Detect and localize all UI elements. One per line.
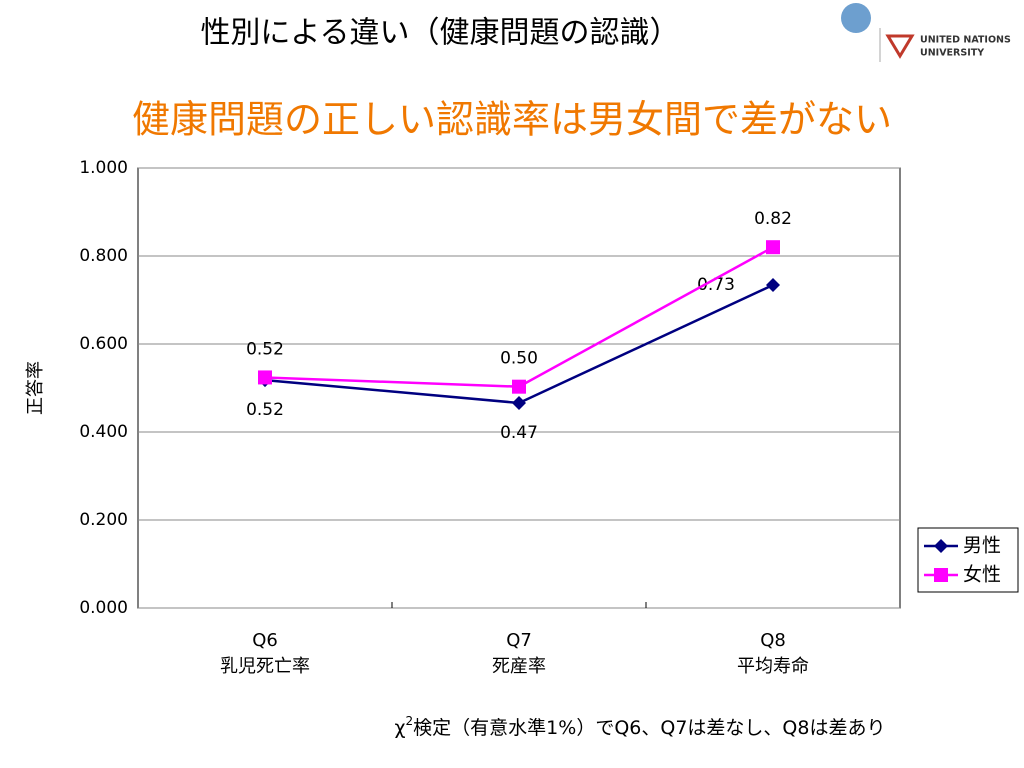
y-tick-label: 0.800 <box>79 246 128 266</box>
y-tick-label: 0.600 <box>79 334 128 354</box>
chart-title: 健康問題の正しい認識率は男女間で差がない <box>132 98 892 142</box>
y-tick-label: 0.200 <box>79 510 128 530</box>
footnote-part: χ <box>395 717 406 739</box>
y-tick-label: 1.000 <box>79 158 128 178</box>
unu-mark <box>885 34 915 59</box>
slide-title: 性別による違い（健康問題の認識） <box>200 16 679 51</box>
marker <box>512 395 526 410</box>
footnote: χ2検定（有意水準1%）でQ6、Q7は差なし、Q8は差あり <box>395 714 886 739</box>
x-tick-label: Q8 <box>760 630 786 651</box>
marker <box>512 379 526 394</box>
data-label: 0.52 <box>246 339 284 359</box>
marker <box>766 240 780 255</box>
footnote-sup: 2 <box>406 714 414 728</box>
legend-label: 女性 <box>963 564 1001 586</box>
x-tick-sublabel: 乳児死亡率 <box>220 656 310 677</box>
data-label: 0.47 <box>500 423 538 443</box>
y-tick-label: 0.400 <box>79 422 128 442</box>
marker <box>934 568 948 582</box>
un-emblem <box>841 3 871 33</box>
logo: UNITED NATIONS UNIVERSITY <box>841 3 1011 62</box>
y-tick-label: 0.000 <box>79 598 128 618</box>
logo-text: UNITED NATIONS <box>920 35 1011 46</box>
data-label: 0.73 <box>697 275 735 295</box>
x-tick-label: Q7 <box>506 630 532 651</box>
logo-text: UNIVERSITY <box>920 48 984 59</box>
x-tick-sublabel: 死産率 <box>492 656 546 677</box>
legend-label: 男性 <box>963 535 1001 557</box>
y-axis-label: 正答率 <box>25 361 46 415</box>
x-tick-label: Q6 <box>252 630 278 651</box>
marker <box>258 370 272 385</box>
footnote-part: 検定（有意水準1%）でQ6、Q7は差なし、Q8は差あり <box>413 717 885 739</box>
data-label: 0.52 <box>246 400 284 420</box>
x-tick-sublabel: 平均寿命 <box>737 656 809 677</box>
data-label: 0.82 <box>754 209 792 229</box>
marker <box>934 539 948 553</box>
marker <box>766 278 780 293</box>
data-label: 0.50 <box>500 349 538 369</box>
